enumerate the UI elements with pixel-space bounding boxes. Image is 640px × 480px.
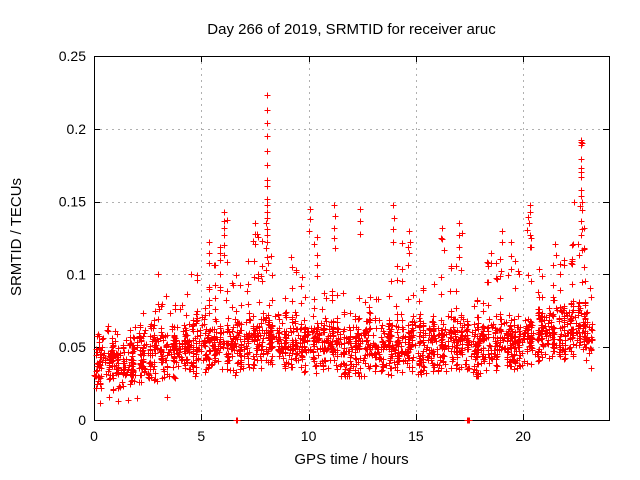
chart-title: Day 266 of 2019, SRMTID for receiver aru… — [207, 21, 496, 38]
y-tick-label: 0.05 — [59, 339, 86, 355]
x-tick-label: 5 — [197, 428, 205, 444]
y-tick-label: 0 — [78, 412, 86, 428]
x-axis-label: GPS time / hours — [294, 451, 409, 468]
x-tick-label: 15 — [408, 428, 424, 444]
gridlines — [94, 56, 609, 420]
x-tick-label: 20 — [515, 428, 531, 444]
plot-border — [94, 56, 610, 421]
y-tick-label: 0.15 — [59, 194, 86, 210]
y-tick-label: 0.2 — [67, 121, 87, 137]
x-tick-label: 0 — [90, 428, 98, 444]
y-tick-label: 0.25 — [59, 48, 86, 64]
x-tick-label: 10 — [301, 428, 317, 444]
scatter-points — [91, 92, 596, 424]
y-tick-label: 0.1 — [67, 266, 87, 282]
